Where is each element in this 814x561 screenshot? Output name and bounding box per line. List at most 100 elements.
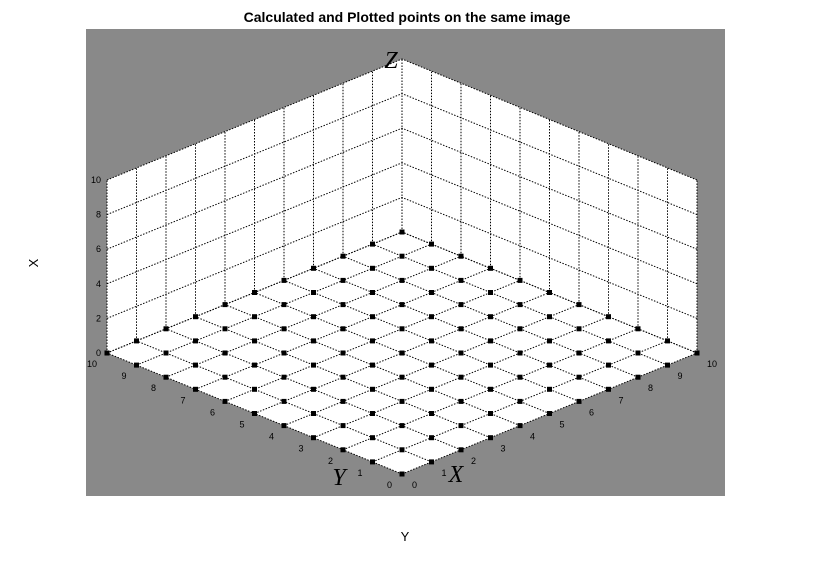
y-tick-4: 4 [269, 432, 274, 442]
point-2-0 [458, 447, 464, 453]
point-5-2 [488, 386, 493, 392]
point-5-6 [370, 338, 375, 344]
point-0-1 [370, 459, 375, 465]
y-tick-8: 8 [151, 383, 156, 393]
point-5-10 [252, 290, 257, 295]
point-7-4 [488, 338, 493, 344]
point-9-3 [576, 326, 582, 332]
point-9-0 [665, 362, 670, 368]
point-10-8 [458, 253, 464, 259]
z-tick-8: 8 [96, 210, 101, 220]
point-1-9 [163, 350, 169, 356]
point-6-1 [547, 386, 552, 392]
point-6-10 [281, 277, 287, 283]
point-4-8 [281, 326, 287, 332]
point-6-3 [488, 362, 493, 368]
wall-x-horizontal-2 [401, 196, 698, 319]
point-3-10 [193, 314, 198, 320]
point-1-3 [340, 423, 346, 429]
point-1-2 [370, 435, 375, 441]
point-5-1 [517, 398, 523, 404]
wall-pane-x [402, 59, 697, 353]
point-6-0 [576, 398, 582, 404]
point-1-7 [222, 374, 228, 380]
point-0-2 [340, 447, 346, 453]
point-3-2 [429, 411, 434, 416]
point-8-7 [429, 290, 434, 295]
y-axis-label: X [26, 258, 41, 267]
point-10-7 [488, 265, 493, 271]
point-7-2 [547, 362, 552, 368]
point-8-9 [370, 265, 375, 271]
wall-y-horizontal-4 [106, 162, 403, 285]
z-tick-10: 10 [91, 175, 101, 185]
point-7-7 [399, 302, 405, 308]
point-4-4 [399, 374, 405, 380]
point-2-8 [222, 350, 228, 356]
y-tick-0: 0 [387, 480, 392, 490]
point-5-5 [399, 350, 405, 356]
point-9-8 [429, 265, 434, 271]
x-tick-5: 5 [560, 420, 565, 430]
point-2-7 [252, 362, 257, 368]
point-7-5 [458, 326, 464, 332]
point-5-3 [458, 374, 464, 380]
point-2-3 [370, 411, 375, 416]
point-8-3 [547, 338, 552, 344]
point-10-1 [665, 338, 670, 344]
point-2-5 [311, 386, 316, 392]
y-tick-10: 10 [87, 359, 97, 369]
x-tick-7: 7 [619, 395, 624, 405]
point-0-0 [399, 471, 405, 477]
point-0-6 [222, 398, 228, 404]
point-6-2 [517, 374, 523, 380]
point-9-2 [606, 338, 611, 344]
point-8-8 [399, 277, 405, 283]
y-tick-3: 3 [298, 444, 303, 454]
point-10-4 [576, 302, 582, 308]
x-axis-label: Y [401, 529, 410, 544]
point-2-1 [429, 435, 434, 441]
point-4-1 [488, 411, 493, 416]
x-tick-6: 6 [589, 407, 594, 417]
point-9-9 [399, 253, 405, 259]
point-0-3 [311, 435, 316, 441]
point-8-6 [458, 302, 464, 308]
x-tick-3: 3 [501, 444, 506, 454]
wall-x-horizontal-6 [401, 127, 698, 250]
point-9-5 [517, 302, 523, 308]
point-6-5 [429, 338, 434, 344]
point-10-3 [606, 314, 611, 320]
point-4-0 [517, 423, 523, 429]
point-9-6 [488, 290, 493, 295]
point-1-6 [252, 386, 257, 392]
z-annotation: Z [384, 48, 398, 74]
y-annotation: Y [332, 465, 348, 491]
point-7-9 [340, 277, 346, 283]
point-3-3 [399, 398, 405, 404]
point-2-6 [281, 374, 287, 380]
point-1-0 [429, 459, 434, 465]
point-0-5 [252, 411, 257, 416]
point-10-6 [517, 277, 523, 283]
x-annotation: X [448, 462, 465, 488]
point-5-9 [281, 302, 287, 308]
point-7-10 [311, 265, 316, 271]
point-3-6 [311, 362, 316, 368]
point-8-2 [576, 350, 582, 356]
point-4-5 [370, 362, 375, 368]
point-2-2 [399, 423, 405, 429]
y-tick-9: 9 [121, 371, 126, 381]
wall-y-horizontal-8 [106, 93, 403, 216]
point-7-0 [606, 386, 611, 392]
point-0-8 [163, 374, 169, 380]
point-1-4 [311, 411, 316, 416]
y-tick-7: 7 [180, 395, 185, 405]
z-tick-6: 6 [96, 244, 101, 254]
y-tick-5: 5 [239, 420, 244, 430]
point-0-4 [281, 423, 287, 429]
point-10-9 [429, 241, 434, 247]
point-0-7 [193, 386, 198, 392]
